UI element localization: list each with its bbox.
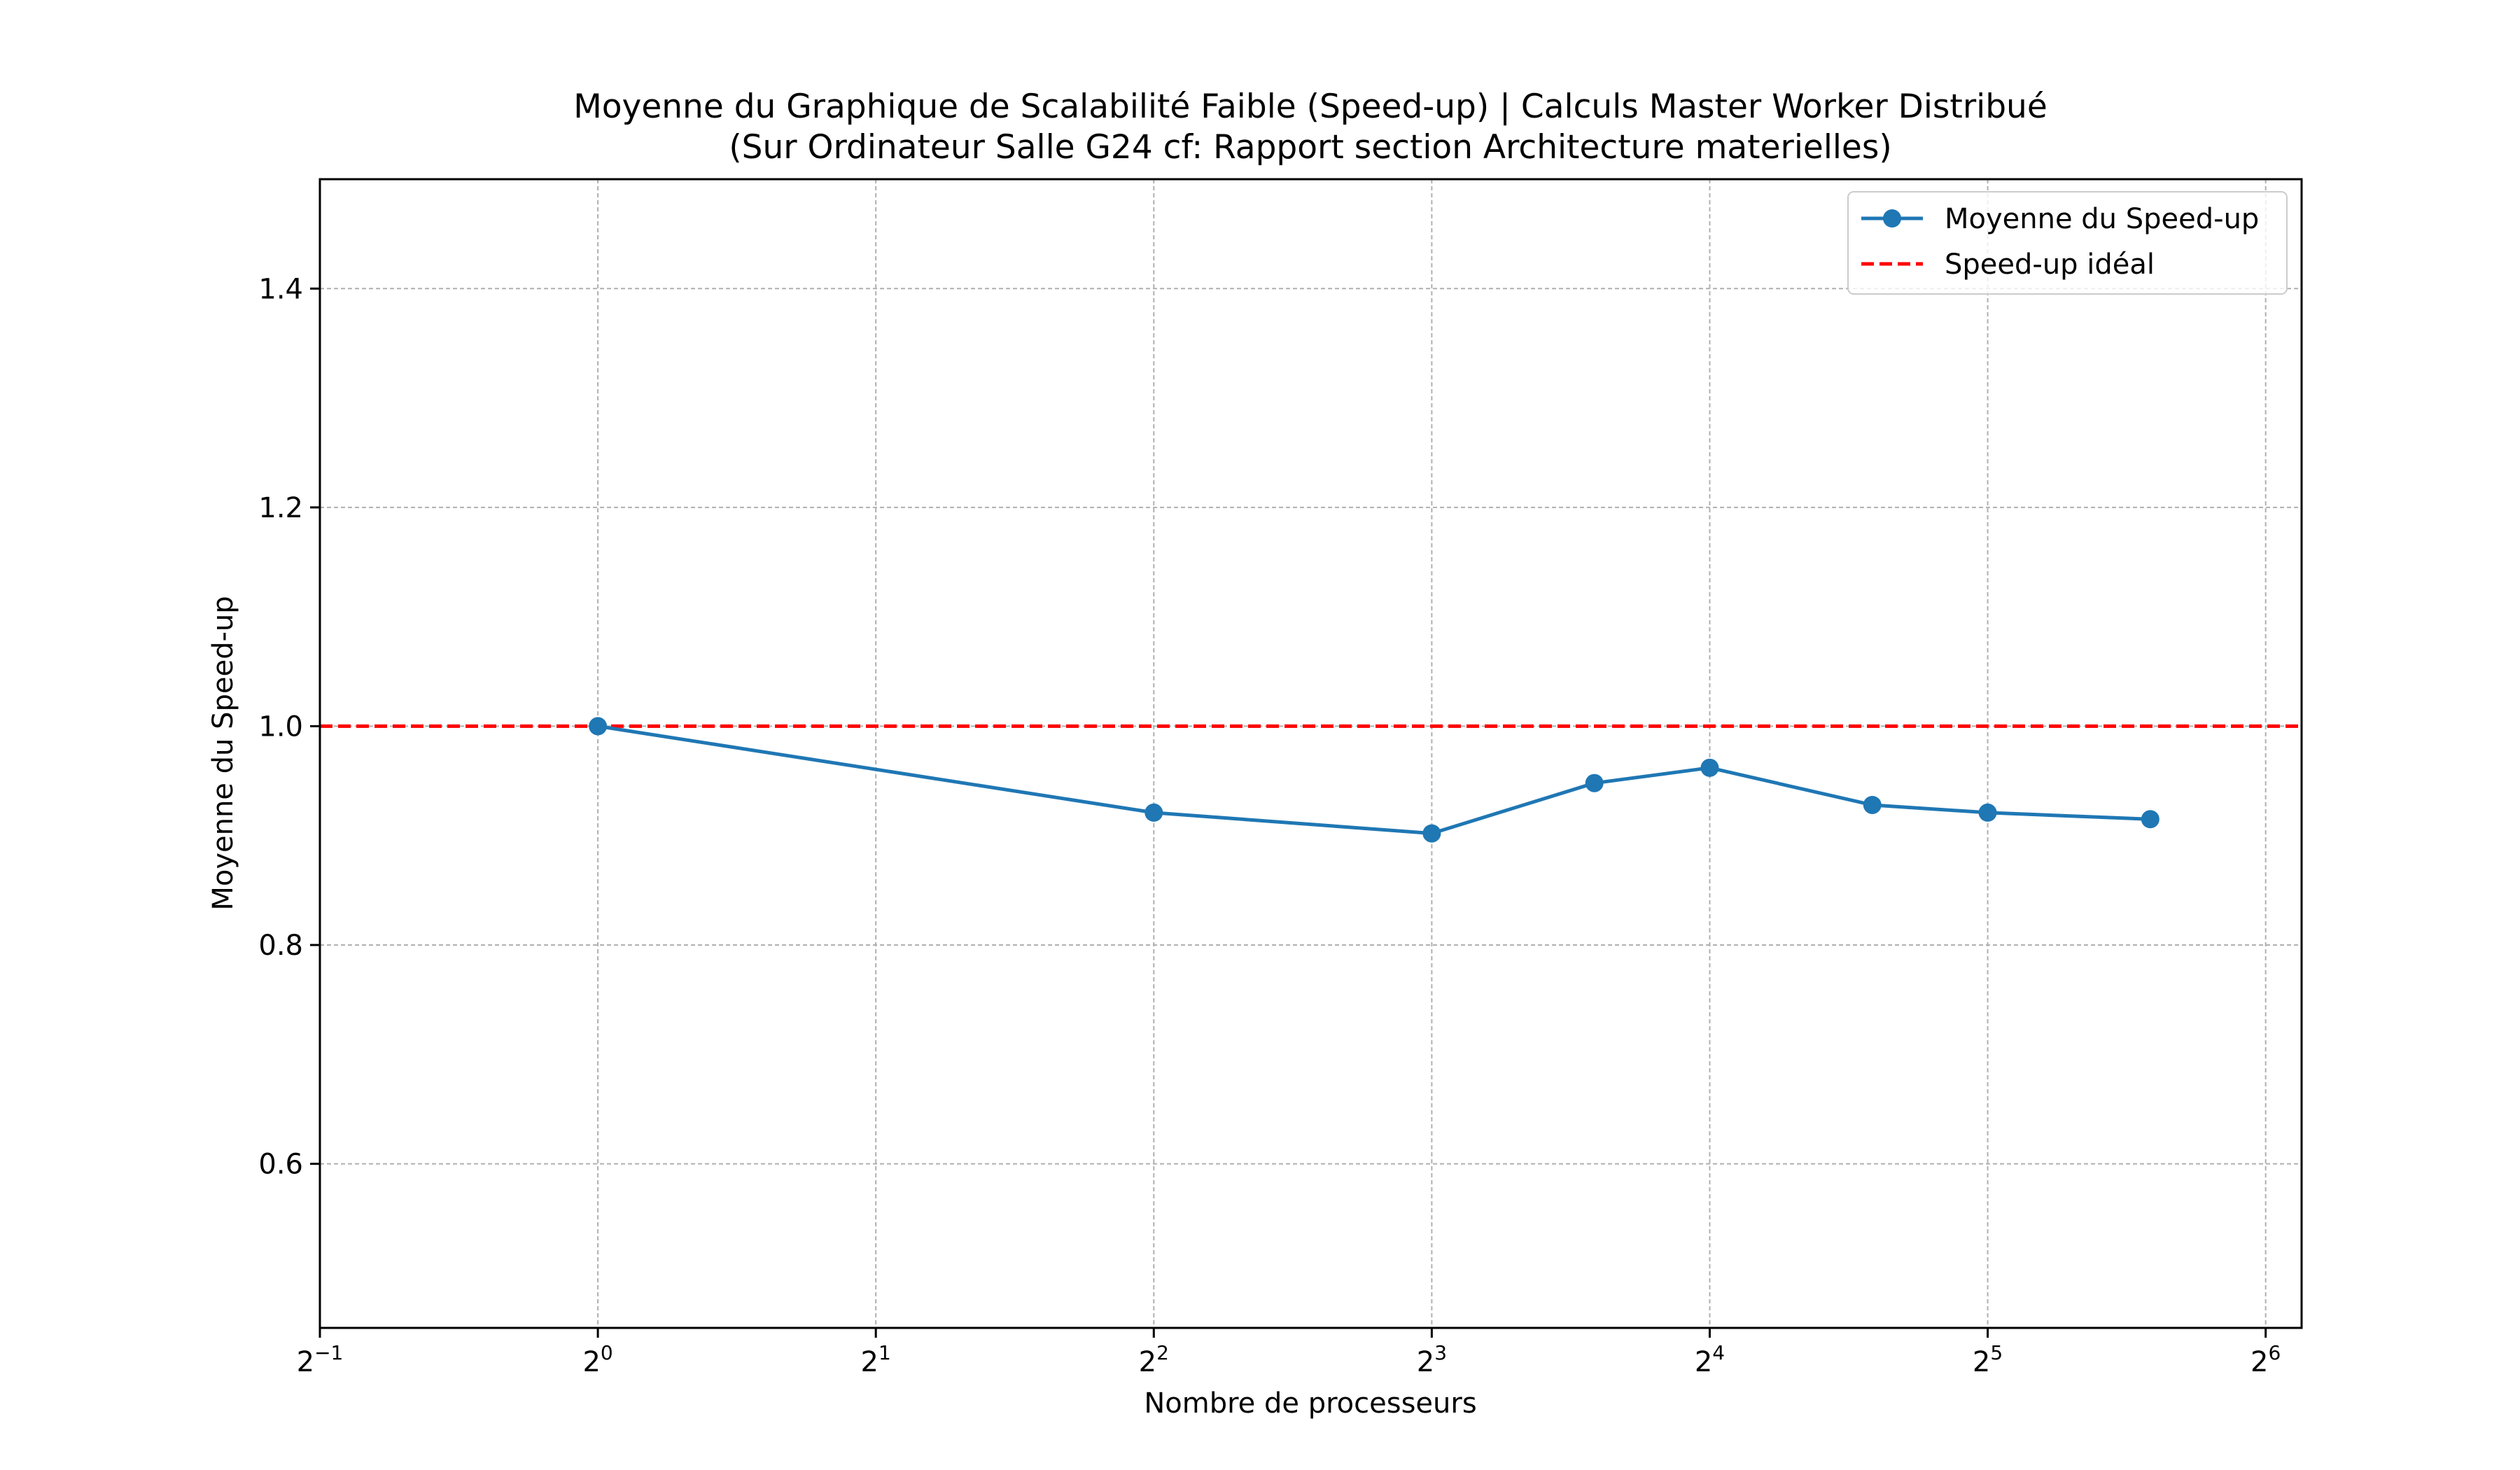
y-tick-label: 0.6 [258,1149,303,1181]
speedup-data-point [2141,810,2160,829]
chart-title-line-2: (Sur Ordinateur Salle G24 cf: Rapport se… [729,128,1891,167]
legend: Moyenne du Speed-up Speed-up idéal [1847,191,2288,295]
legend-label-speedup: Moyenne du Speed-up [1945,203,2259,235]
plot-frame [318,178,2303,1329]
y-tick-label: 1.0 [258,710,303,743]
speedup-data-point [1863,795,1882,814]
legend-box [1847,191,2288,295]
speedup-data-point [1144,803,1163,822]
legend-label-ideal: Speed-up idéal [1945,248,2155,281]
speedup-data-point [1422,824,1441,843]
y-tick-label: 0.8 [258,930,303,962]
speedup-data-point [1700,758,1719,777]
x-tick-label: 23 [1417,1341,1447,1378]
y-axis-label: Moyenne du Speed-up [207,596,239,910]
speedup-data-point [589,717,608,736]
x-axis-ticks: 2−1 20 21 22 23 24 25 26 [297,1328,2281,1378]
speedup-data-point [1585,774,1604,792]
speedup-series-line [597,724,2151,836]
y-tick-label: 1.2 [258,492,303,524]
legend-marker-speedup [1883,209,1901,227]
x-tick-label: 24 [1695,1341,1725,1378]
y-axis-ticks: 0.6 0.8 1.0 1.2 1.4 [258,273,320,1181]
x-tick-label: 2−1 [297,1341,344,1378]
y-tick-label: 1.4 [258,273,303,305]
speedup-data-point [1978,803,1997,822]
plot-area [320,717,2302,843]
x-tick-label: 22 [1139,1341,1169,1378]
x-tick-label: 26 [2250,1341,2281,1378]
x-tick-label: 21 [861,1341,891,1378]
x-tick-label: 20 [582,1341,612,1378]
x-tick-label: 25 [1973,1341,2003,1378]
x-axis-label: Nombre de processeurs [1144,1387,1476,1420]
chart-title-line-1: Moyenne du Graphique de Scalabilité Faib… [573,88,2047,126]
